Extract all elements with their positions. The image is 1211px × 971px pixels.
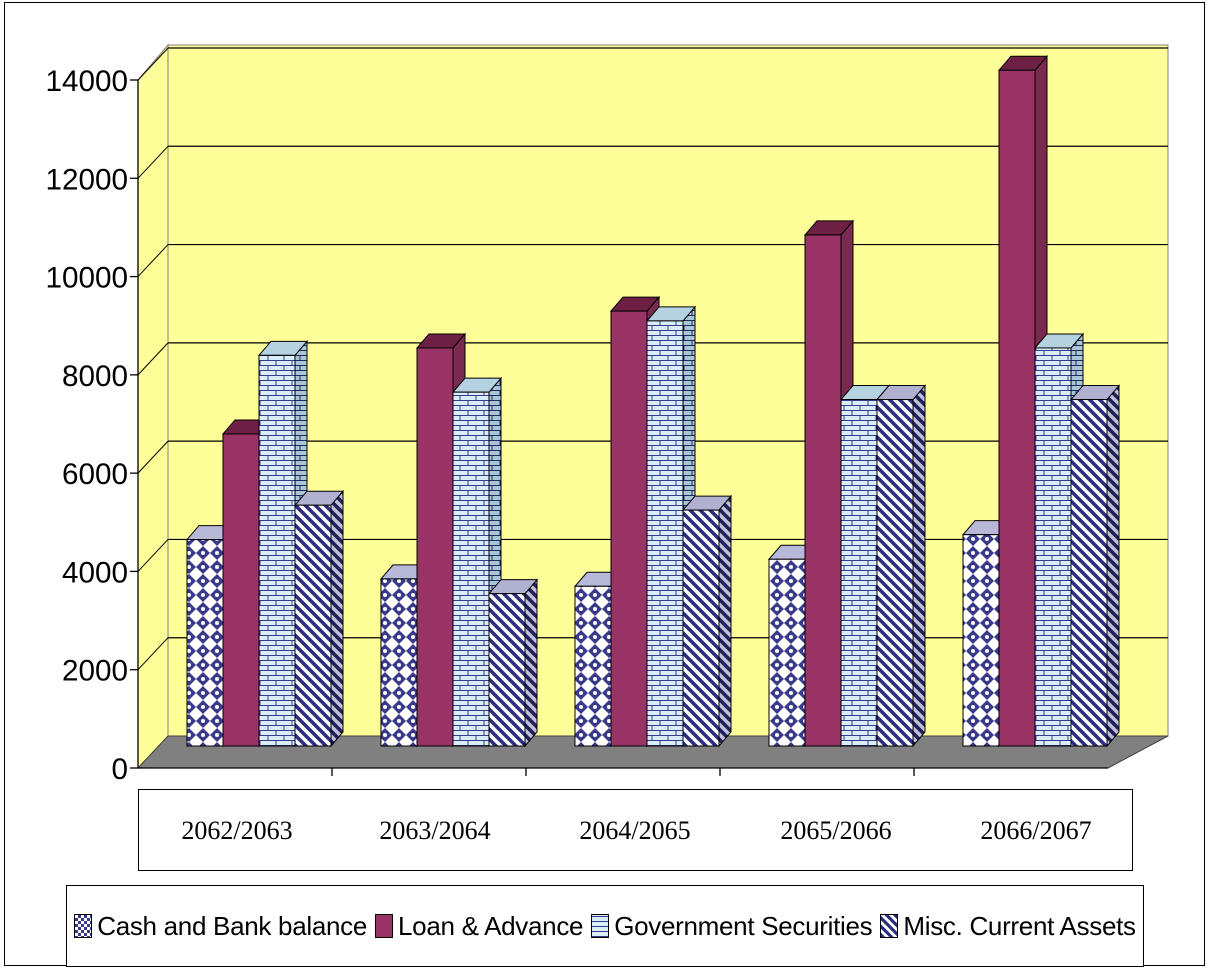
legend-label: Loan & Advance xyxy=(398,910,584,941)
x-tick-label: 2066/2067 xyxy=(980,816,1092,845)
gridline-side xyxy=(137,539,169,572)
y-tick-label: 10000 xyxy=(46,262,129,295)
bar-side xyxy=(1106,384,1120,748)
y-tick-label: 12000 xyxy=(46,163,129,196)
gridline-side xyxy=(137,637,169,671)
gridline-side xyxy=(137,342,169,376)
bar-front xyxy=(416,347,454,747)
y-tick-label: 14000 xyxy=(46,65,129,98)
bar-front xyxy=(186,539,224,747)
y-tick-label: 6000 xyxy=(62,458,128,491)
bar-misc-3 xyxy=(875,384,927,748)
bar-front xyxy=(840,399,878,747)
x-tick-label: 2065/2066 xyxy=(780,816,892,845)
y-tick-label: 8000 xyxy=(62,360,128,393)
bar-front xyxy=(804,234,842,747)
bar-side xyxy=(330,489,344,748)
bar-front xyxy=(222,433,260,747)
bar-front xyxy=(488,593,526,747)
bar-front xyxy=(962,534,1000,747)
x-tick-label: 2063/2064 xyxy=(379,816,491,845)
bar-front xyxy=(998,69,1036,747)
bar-front xyxy=(610,310,648,747)
gridline-side xyxy=(137,47,169,81)
legend-label: Misc. Current Assets xyxy=(903,910,1136,941)
legend-label: Cash and Bank balance xyxy=(97,910,368,941)
bar-side xyxy=(524,578,538,748)
gridline-side xyxy=(137,440,169,474)
bar-side xyxy=(912,384,926,748)
legend: Cash and Bank balance Loan & Advance Gover… xyxy=(66,885,1144,967)
bar-side xyxy=(718,494,732,748)
bar-misc-2 xyxy=(681,494,733,748)
bar-front xyxy=(682,509,720,747)
legend-swatch xyxy=(375,914,394,938)
gridline-side xyxy=(137,244,169,277)
legend-item-misc: Misc. Current Assets xyxy=(880,910,1136,942)
legend-item-govt: Government Securities xyxy=(591,910,873,942)
legend-swatch xyxy=(74,914,93,938)
bar-front xyxy=(768,558,806,747)
bar-front xyxy=(258,354,296,747)
bar-misc-4 xyxy=(1069,384,1121,748)
bar-misc-1 xyxy=(487,578,539,748)
y-tick-label: 4000 xyxy=(62,556,128,589)
bar-front xyxy=(1034,347,1072,747)
bar-front xyxy=(380,578,418,747)
legend-swatch xyxy=(591,914,610,938)
legend-swatch xyxy=(880,914,899,938)
x-tick-label: 2062/2063 xyxy=(181,816,293,845)
legend-item-loan: Loan & Advance xyxy=(375,910,584,942)
bar-front xyxy=(452,391,490,747)
bar-front xyxy=(876,399,914,747)
bar-front xyxy=(574,585,612,747)
bar-govt-1 xyxy=(451,376,503,748)
y-tick-label: 0 xyxy=(112,753,129,786)
x-tick-label: 2064/2065 xyxy=(579,816,691,845)
bar-front xyxy=(294,504,332,747)
gridline-side xyxy=(137,145,169,179)
bar-front xyxy=(646,320,684,747)
bar-govt-2 xyxy=(645,305,697,748)
y-tick-label: 2000 xyxy=(62,655,128,688)
side-wall xyxy=(137,43,169,770)
bar-loan-4 xyxy=(997,54,1049,748)
bar-front xyxy=(1070,399,1108,747)
legend-item-cash: Cash and Bank balance xyxy=(74,911,367,942)
bar-misc-0 xyxy=(293,489,345,748)
legend-label: Government Securities xyxy=(614,910,873,941)
category-axis-box: 2062/2063 2063/2064 2064/2065 2065/2066 2066… xyxy=(138,789,1133,871)
